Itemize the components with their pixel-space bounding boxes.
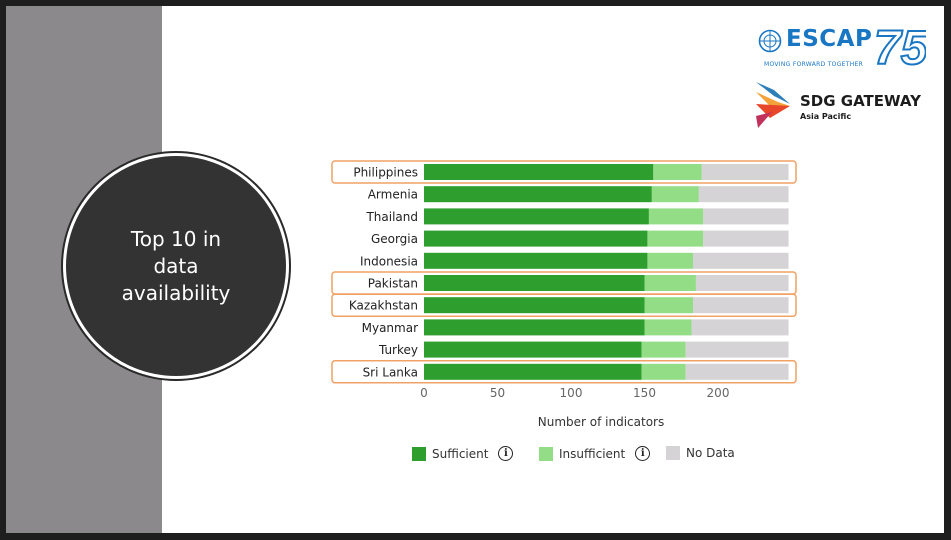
legend-no-data[interactable]: No Data bbox=[666, 446, 735, 460]
bar-sufficient-myanmar[interactable] bbox=[424, 319, 645, 336]
bar-sufficient-thailand[interactable] bbox=[424, 208, 649, 225]
bar-sufficient-sri-lanka[interactable] bbox=[424, 363, 642, 380]
category-label-philippines: Philippines bbox=[353, 166, 418, 180]
sdg-gateway-mark-icon bbox=[756, 82, 790, 128]
slide: Top 10 in data availability ESCAP 75 MOV… bbox=[6, 6, 944, 533]
category-label-armenia: Armenia bbox=[368, 188, 418, 202]
category-label-kazakhstan: Kazakhstan bbox=[349, 299, 418, 313]
bar-no-data-myanmar[interactable] bbox=[691, 319, 789, 336]
escap-tagline: MOVING FORWARD TOGETHER bbox=[764, 61, 864, 68]
legend-insufficient[interactable]: Insufficient i bbox=[539, 446, 651, 461]
bar-sufficient-indonesia[interactable] bbox=[424, 252, 648, 269]
legend-swatch-insufficient bbox=[539, 446, 553, 461]
bar-sufficient-turkey[interactable] bbox=[424, 341, 642, 358]
legend-swatch-sufficient bbox=[412, 446, 426, 461]
un-emblem-icon bbox=[758, 29, 782, 53]
legend-label-sufficient: Sufficient bbox=[432, 446, 489, 461]
bar-insufficient-turkey[interactable] bbox=[641, 341, 686, 358]
bar-insufficient-sri-lanka[interactable] bbox=[641, 363, 686, 380]
escap-75-mark: 75 bbox=[873, 21, 926, 72]
highlight-box-sri-lanka bbox=[331, 360, 797, 384]
escap-75-text: 75 bbox=[874, 22, 926, 72]
legend-swatch-no-data bbox=[666, 446, 680, 460]
bar-no-data-sri-lanka[interactable] bbox=[685, 363, 789, 380]
legend-label-no-data: No Data bbox=[686, 446, 735, 460]
bar-no-data-pakistan[interactable] bbox=[695, 275, 789, 291]
legend-sufficient[interactable]: Sufficient i bbox=[412, 446, 514, 461]
sdg-gateway-logo: SDG GATEWAY Asia Pacific bbox=[756, 82, 926, 132]
bar-no-data-kazakhstan[interactable] bbox=[693, 297, 789, 314]
bar-insufficient-myanmar[interactable] bbox=[644, 319, 692, 336]
bar-no-data-indonesia[interactable] bbox=[693, 252, 789, 269]
data-availability-chart: Philippines Armenia Thailand Georgia Indones… bbox=[331, 160, 797, 429]
sdg-gateway-subtitle: Asia Pacific bbox=[800, 112, 852, 121]
highlight-layer bbox=[331, 160, 797, 384]
highlight-box-philippines bbox=[331, 160, 797, 184]
x-tick-label-150: 150 bbox=[633, 386, 656, 400]
category-label-myanmar: Myanmar bbox=[362, 321, 418, 335]
bar-insufficient-indonesia[interactable] bbox=[647, 252, 694, 269]
escap-logo: ESCAP 75 MOVING FORWARD TOGETHER bbox=[758, 21, 926, 76]
bar-insufficient-armenia[interactable] bbox=[651, 186, 699, 203]
x-tick-label-200: 200 bbox=[707, 386, 730, 400]
bar-no-data-philippines[interactable] bbox=[701, 164, 789, 180]
bar-sufficient-georgia[interactable] bbox=[424, 230, 648, 247]
x-tick-label-0: 0 bbox=[420, 386, 428, 400]
bar-insufficient-georgia[interactable] bbox=[647, 230, 704, 247]
sdg-gateway-title: SDG GATEWAY bbox=[800, 92, 921, 110]
info-icon[interactable]: i bbox=[635, 446, 651, 461]
legend-label-insufficient: Insufficient bbox=[559, 446, 626, 461]
bar-sufficient-pakistan[interactable] bbox=[424, 275, 645, 291]
category-label-turkey: Turkey bbox=[378, 343, 418, 357]
bar-sufficient-philippines[interactable] bbox=[424, 164, 654, 180]
category-label-sri-lanka: Sri Lanka bbox=[363, 365, 418, 379]
bar-no-data-armenia[interactable] bbox=[698, 186, 789, 203]
bar-sufficient-armenia[interactable] bbox=[424, 186, 652, 203]
category-label-indonesia: Indonesia bbox=[360, 254, 418, 268]
bar-no-data-turkey[interactable] bbox=[685, 341, 789, 358]
x-tick-label-50: 50 bbox=[490, 386, 505, 400]
title-circle: Top 10 in data availability bbox=[66, 156, 286, 376]
ticks-layer: 0 50 100 150 200 bbox=[420, 386, 729, 400]
x-tick-label-100: 100 bbox=[560, 386, 583, 400]
bar-insufficient-philippines[interactable] bbox=[653, 164, 702, 180]
labels-layer: Philippines Armenia Thailand Georgia Indones… bbox=[349, 166, 418, 380]
bar-insufficient-pakistan[interactable] bbox=[644, 275, 696, 291]
bar-no-data-thailand[interactable] bbox=[703, 208, 789, 225]
bar-insufficient-kazakhstan[interactable] bbox=[644, 297, 694, 314]
category-label-georgia: Georgia bbox=[371, 232, 418, 246]
info-icon[interactable]: i bbox=[498, 446, 514, 461]
escap-wordmark: ESCAP bbox=[786, 26, 873, 52]
bar-sufficient-kazakhstan[interactable] bbox=[424, 297, 645, 314]
slide-title: Top 10 in data availability bbox=[121, 226, 231, 305]
x-axis-label: Number of indicators bbox=[538, 415, 664, 429]
category-label-thailand: Thailand bbox=[365, 210, 418, 224]
bar-insufficient-thailand[interactable] bbox=[648, 208, 704, 225]
bars-layer bbox=[424, 164, 789, 380]
category-label-pakistan: Pakistan bbox=[368, 277, 418, 291]
highlight-box-kazakhstan bbox=[331, 293, 797, 317]
bar-no-data-georgia[interactable] bbox=[703, 230, 789, 247]
